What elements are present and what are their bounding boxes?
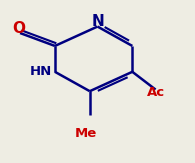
Text: Ac: Ac	[146, 86, 165, 99]
Text: N: N	[92, 14, 105, 29]
Text: Me: Me	[75, 127, 97, 140]
Text: O: O	[13, 21, 26, 36]
Text: HN: HN	[30, 65, 52, 78]
